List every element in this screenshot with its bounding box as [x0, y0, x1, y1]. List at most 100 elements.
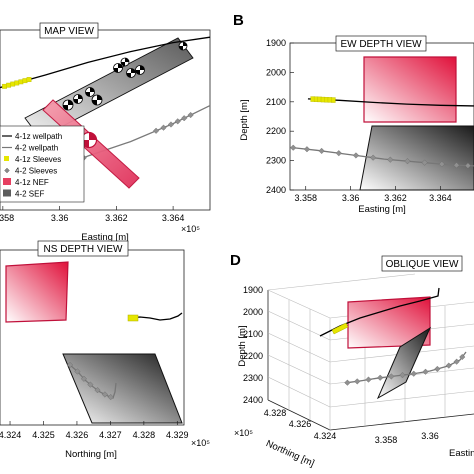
ns-title: NS DEPTH VIEW [44, 244, 123, 255]
legend-label: 4-2 SEF [15, 190, 44, 199]
ew-y-tick-label: 1900 [266, 38, 286, 48]
oblique-sleeve-4-2 [365, 376, 372, 383]
event-marker [135, 65, 145, 75]
ns-x-tick-label: 4.325 [32, 430, 55, 440]
oblique-northing-label: Northing [m] [264, 438, 316, 469]
event-marker [85, 87, 95, 97]
ew-y-axis-label: Depth [m] [239, 99, 250, 140]
oblique-northing-tick-label: 4.324 [314, 431, 337, 441]
ns-sleeve-4-2 [80, 375, 88, 382]
map-event-markers [62, 41, 188, 149]
map-x-tick-label: 3.362 [105, 213, 128, 223]
ns-wellpath-1z-line [127, 312, 183, 321]
ew-x-axis-label: Easting [m] [358, 204, 406, 215]
legend-swatch [4, 156, 9, 161]
oblique-z-tick-label: 2100 [243, 329, 263, 339]
map-wellpath-1z-line [0, 36, 211, 89]
map-x-exponent: ×10⁵ [181, 224, 200, 234]
oblique-z-ticks: 1900 2000 2100 2200 2300 2400 [243, 285, 263, 405]
map-x-axis-label: Easting [m] [81, 232, 129, 243]
ew-x-tick-label: 3.358 [294, 193, 317, 203]
event-marker [113, 63, 123, 73]
map-series-4-1z-wellpath [0, 36, 211, 89]
ns-sleeve-4-2 [74, 368, 81, 375]
oblique-z-tick-label: 2300 [243, 373, 263, 383]
ns-sef-plane [62, 353, 183, 424]
oblique-nef-plane [347, 296, 431, 349]
ns-x-ticks: 4.324 4.325 4.326 4.327 4.328 4.329 [0, 421, 189, 440]
oblique-x-exponent: ×10⁵ [234, 428, 253, 438]
map-sleeve-4-2 [181, 115, 188, 122]
ns-series-4-1z-wellpath [127, 312, 183, 322]
map-sleeve-4-1z [2, 83, 7, 89]
ew-sleeve-4-2 [318, 147, 325, 155]
oblique-sleeve-4-2 [459, 353, 466, 361]
legend-swatch [4, 167, 10, 174]
oblique-sleeve-4-2 [410, 370, 417, 377]
oblique-sleeve-4-2 [388, 373, 395, 380]
ns-sleeve-4-2 [101, 391, 109, 398]
oblique-sleeve-4-2 [453, 358, 460, 365]
ew-sleeve-4-2 [352, 152, 360, 159]
ew-series [289, 96, 474, 169]
oblique-easting-tick-label: 3.358 [375, 435, 398, 445]
ew-x-tick-label: 3.364 [429, 193, 452, 203]
map-title: MAP VIEW [44, 26, 94, 37]
map-sleeve-4-1z [18, 79, 24, 85]
oblique-z-axis-label: Depth [m] [237, 325, 248, 366]
oblique-series-4-2-wellpath [344, 351, 467, 386]
oblique-sleeve-4-2 [445, 362, 452, 369]
oblique-easting-label: Easting [449, 448, 474, 459]
map-x-tick-label: 3.358 [0, 213, 14, 223]
ew-sleeve-4-2 [438, 161, 445, 168]
map-sleeve-4-1z [6, 82, 12, 88]
ew-sleeve-4-2 [464, 162, 472, 169]
ew-sleeve-4-2 [335, 150, 342, 157]
ew-title: EW DEPTH VIEW [340, 39, 422, 50]
oblique-z-tick-label: 2200 [243, 351, 263, 361]
ns-x-tick-label: 4.327 [99, 430, 122, 440]
oblique-northing-tick-label: 4.328 [264, 408, 287, 418]
ns-sleeve-4-2 [87, 381, 94, 388]
oblique-z-tick-label: 2400 [243, 395, 263, 405]
oblique-easting-ticks: 3.358 3.36 [375, 431, 439, 445]
map-sleeve-4-2 [174, 118, 181, 125]
ew-y-tick-label: 2200 [266, 126, 286, 136]
ew-sleeve-4-2 [370, 154, 377, 161]
ew-title-box [335, 35, 427, 52]
map-sleeve-4-2 [187, 111, 194, 119]
oblique-title: OBLIQUE VIEW [386, 259, 459, 270]
ns-sleeve-4-2 [66, 361, 74, 369]
ns-wellpath-2-line [69, 364, 117, 399]
event-marker [126, 68, 136, 78]
panel-label-d: D [230, 252, 241, 269]
ew-sleeve-4-2 [453, 162, 460, 169]
oblique-z-tick-label: 2000 [243, 307, 263, 317]
map-x-tick-label: 3.36 [51, 213, 69, 223]
map-sleeve-4-2 [160, 124, 167, 131]
legend-label: 4-1z Sleeves [15, 155, 61, 164]
panel-label-b: B [233, 12, 244, 29]
ns-x-tick-label: 4.326 [66, 430, 89, 440]
ns-x-axis-label: Northing [m] [65, 449, 117, 460]
oblique-z-tick-label: 1900 [243, 285, 263, 295]
ew-sef-plane [359, 125, 474, 191]
oblique-sleeve-4-2 [422, 368, 429, 375]
ns-x-tick-label: 4.329 [166, 430, 189, 440]
ns-x-tick-label: 4.328 [133, 430, 156, 440]
panel-map-view: MAP VIEW 4-1z wellpath 4-2 wellpath 4-1z S… [0, 22, 211, 243]
ns-sleeves [66, 361, 114, 401]
legend-label: 4-1z wellpath [15, 132, 62, 141]
event-marker [91, 94, 103, 106]
ew-x-tick-label: 3.362 [384, 193, 407, 203]
oblique-easting-tick-label: 3.36 [421, 431, 439, 441]
oblique-sleeve-4-2 [354, 378, 361, 385]
event-marker [73, 94, 83, 104]
ew-y-ticks: 1900 2000 2100 2200 2300 2400 [266, 38, 294, 195]
map-title-box [39, 22, 99, 39]
oblique-sleeves [344, 353, 466, 386]
ew-sleeve-4-2 [290, 144, 297, 151]
oblique-yellow-sleeves [331, 322, 349, 335]
map-sleeve-4-1z [14, 80, 20, 86]
